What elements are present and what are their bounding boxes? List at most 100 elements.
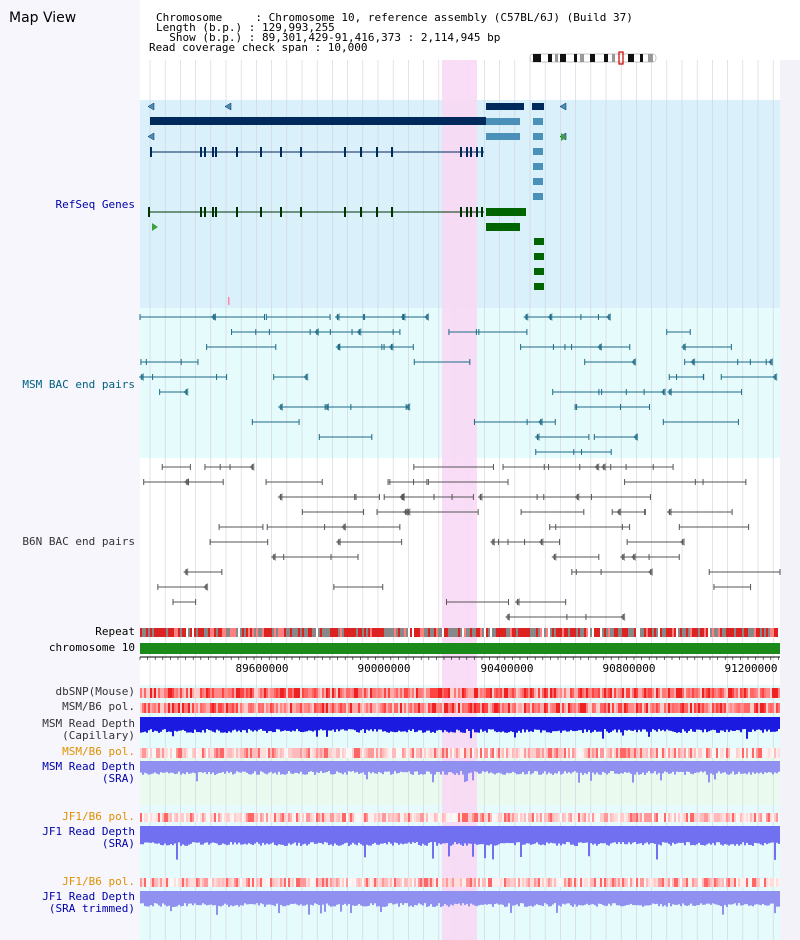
msm-depth-sra-bar xyxy=(320,761,322,772)
jf1-b6-pol-cell xyxy=(682,813,684,822)
msm-depth-sra-bar xyxy=(640,761,642,775)
jf1-b6-pol-cell xyxy=(450,813,452,822)
track-label-msm-b6-pol-2[interactable]: MSM/B6 pol. xyxy=(62,745,135,758)
jf1-depth-sra-bar xyxy=(634,826,636,843)
track-label-refseq[interactable]: RefSeq Genes xyxy=(55,198,135,211)
jf1-b6-pol-cell xyxy=(662,813,664,822)
track-label-msm-depth-sra-sub: (SRA) xyxy=(101,772,135,785)
msm-b6-pol-sra-cell xyxy=(346,748,348,758)
msm-b6-pol-sra-cell xyxy=(350,748,352,758)
jf1-depth-sra-bar xyxy=(382,826,384,844)
jf1-b6-pol-cell xyxy=(168,813,170,822)
jf1-depth-sra-bar xyxy=(438,826,440,844)
jf1-depth-sra-bar xyxy=(386,826,388,845)
msm-b6-pol-cell xyxy=(350,703,352,713)
jf1-depth-sra-bar xyxy=(318,826,320,843)
jf1-depth-sra-bar xyxy=(608,826,610,846)
jf1-b6-pol-cell xyxy=(472,813,474,822)
jf1-depth-sra-bar xyxy=(340,826,342,846)
jf1-depth-sra-bar xyxy=(162,826,164,846)
msm-b6-pol-cell xyxy=(282,703,284,713)
dbsnp-cell xyxy=(304,688,306,698)
repeat-cell xyxy=(278,628,280,637)
msm-b6-pol-sra-cell xyxy=(386,748,388,758)
jf1-b6-pol-trim-cell xyxy=(530,878,532,887)
jf1-depth-trim-bar xyxy=(462,891,464,904)
dbsnp-cell xyxy=(550,688,552,698)
repeat-cell xyxy=(736,628,738,637)
msm-b6-pol-cell xyxy=(356,703,358,713)
jf1-b6-pol-trim-cell xyxy=(732,878,734,887)
track-label-jf1-depth-sra[interactable]: JF1 Read Depth xyxy=(42,825,135,838)
msm-b6-pol-sra-cell xyxy=(622,748,624,758)
jf1-depth-trim-bar xyxy=(400,891,402,904)
msm-depth-cap-bar xyxy=(372,717,374,732)
msm-depth-cap-bar xyxy=(162,717,164,730)
msm-depth-cap-bar xyxy=(300,717,302,733)
track-label-chromosome[interactable]: chromosome 10 xyxy=(48,641,135,654)
msm-b6-pol-sra-cell xyxy=(336,748,338,758)
msm-b6-pol-sra-cell xyxy=(236,748,238,758)
msm-depth-cap-bar xyxy=(700,717,702,731)
track-label-jf1-b6-pol-1[interactable]: JF1/B6 pol. xyxy=(62,810,135,823)
msm-depth-sra-bar xyxy=(328,761,330,772)
msm-depth-sra-bar xyxy=(390,761,392,775)
repeat-cell xyxy=(256,628,258,637)
jf1-depth-sra-bar xyxy=(470,826,472,844)
dbsnp-cell xyxy=(338,688,340,698)
msm-b6-pol-sra-cell xyxy=(426,748,428,758)
jf1-b6-pol-cell xyxy=(490,813,492,822)
repeat-cell xyxy=(318,628,320,637)
msm-b6-pol-cell xyxy=(244,703,246,713)
jf1-b6-pol-trim-cell xyxy=(262,878,264,887)
jf1-depth-sra-bar xyxy=(378,826,380,845)
jf1-b6-pol-cell xyxy=(476,813,478,822)
track-label-jf1-depth-trim[interactable]: JF1 Read Depth xyxy=(42,890,135,903)
repeat-cell xyxy=(160,628,162,637)
msm-depth-cap-bar xyxy=(714,717,716,731)
track-label-msm-depth-cap[interactable]: MSM Read Depth xyxy=(42,717,135,730)
msm-b6-pol-sra-cell xyxy=(658,748,660,758)
msm-depth-sra-bar xyxy=(372,761,374,773)
jf1-b6-pol-trim-cell xyxy=(236,878,238,887)
gene-exon xyxy=(300,147,302,157)
msm-depth-cap-bar xyxy=(516,717,518,733)
jf1-b6-pol-trim-cell xyxy=(522,878,524,887)
msm-depth-cap-bar xyxy=(206,717,208,730)
b6n-bac-pair-arrow xyxy=(399,493,405,501)
msm-b6-pol-sra-cell xyxy=(614,748,616,758)
track-label-msm-b6-pol-1[interactable]: MSM/B6 pol. xyxy=(62,700,135,713)
track-label-dbsnp[interactable]: dbSNP(Mouse) xyxy=(55,685,135,698)
jf1-depth-trim-bar xyxy=(454,891,456,904)
jf1-depth-trim-bar xyxy=(752,891,754,907)
jf1-b6-pol-cell xyxy=(764,813,766,822)
msm-b6-pol-sra-cell xyxy=(522,748,524,758)
msm-b6-pol-sra-cell xyxy=(154,748,156,758)
jf1-depth-sra-bar xyxy=(644,826,646,844)
track-label-jf1-b6-pol-2[interactable]: JF1/B6 pol. xyxy=(62,875,135,888)
msm-depth-cap-bar xyxy=(598,717,600,732)
msm-b6-pol-sra-cell xyxy=(700,748,702,758)
msm-depth-cap-bar xyxy=(338,717,340,732)
msm-depth-sra-bar xyxy=(172,761,174,773)
msm-b6-pol-sra-cell xyxy=(732,748,734,758)
repeat-cell xyxy=(742,628,744,637)
jf1-depth-trim-bar xyxy=(414,891,416,906)
jf1-depth-sra-bar xyxy=(704,826,706,846)
ideogram-band xyxy=(640,54,643,62)
msm-depth-sra-bar xyxy=(222,761,224,772)
jf1-depth-sra-bar xyxy=(642,826,644,846)
b6n-bac-pair-arrow xyxy=(341,523,347,531)
msm-depth-sra-bar xyxy=(584,761,586,774)
track-label-jf1-depth-trim-sub: (SRA trimmed) xyxy=(48,902,135,915)
track-label-msm-bac[interactable]: MSM BAC end pairs xyxy=(22,378,135,391)
jf1-b6-pol-cell xyxy=(498,813,500,822)
msm-b6-pol-sra-cell xyxy=(500,748,502,758)
msm-depth-cap-bar xyxy=(594,717,596,731)
track-label-repeat[interactable]: Repeat xyxy=(95,625,135,638)
track-label-b6n-bac[interactable]: B6N BAC end pairs xyxy=(22,535,135,548)
jf1-b6-pol-trim-cell xyxy=(340,878,342,887)
msm-depth-cap-bar xyxy=(184,717,186,731)
track-label-msm-depth-sra[interactable]: MSM Read Depth xyxy=(42,760,135,773)
